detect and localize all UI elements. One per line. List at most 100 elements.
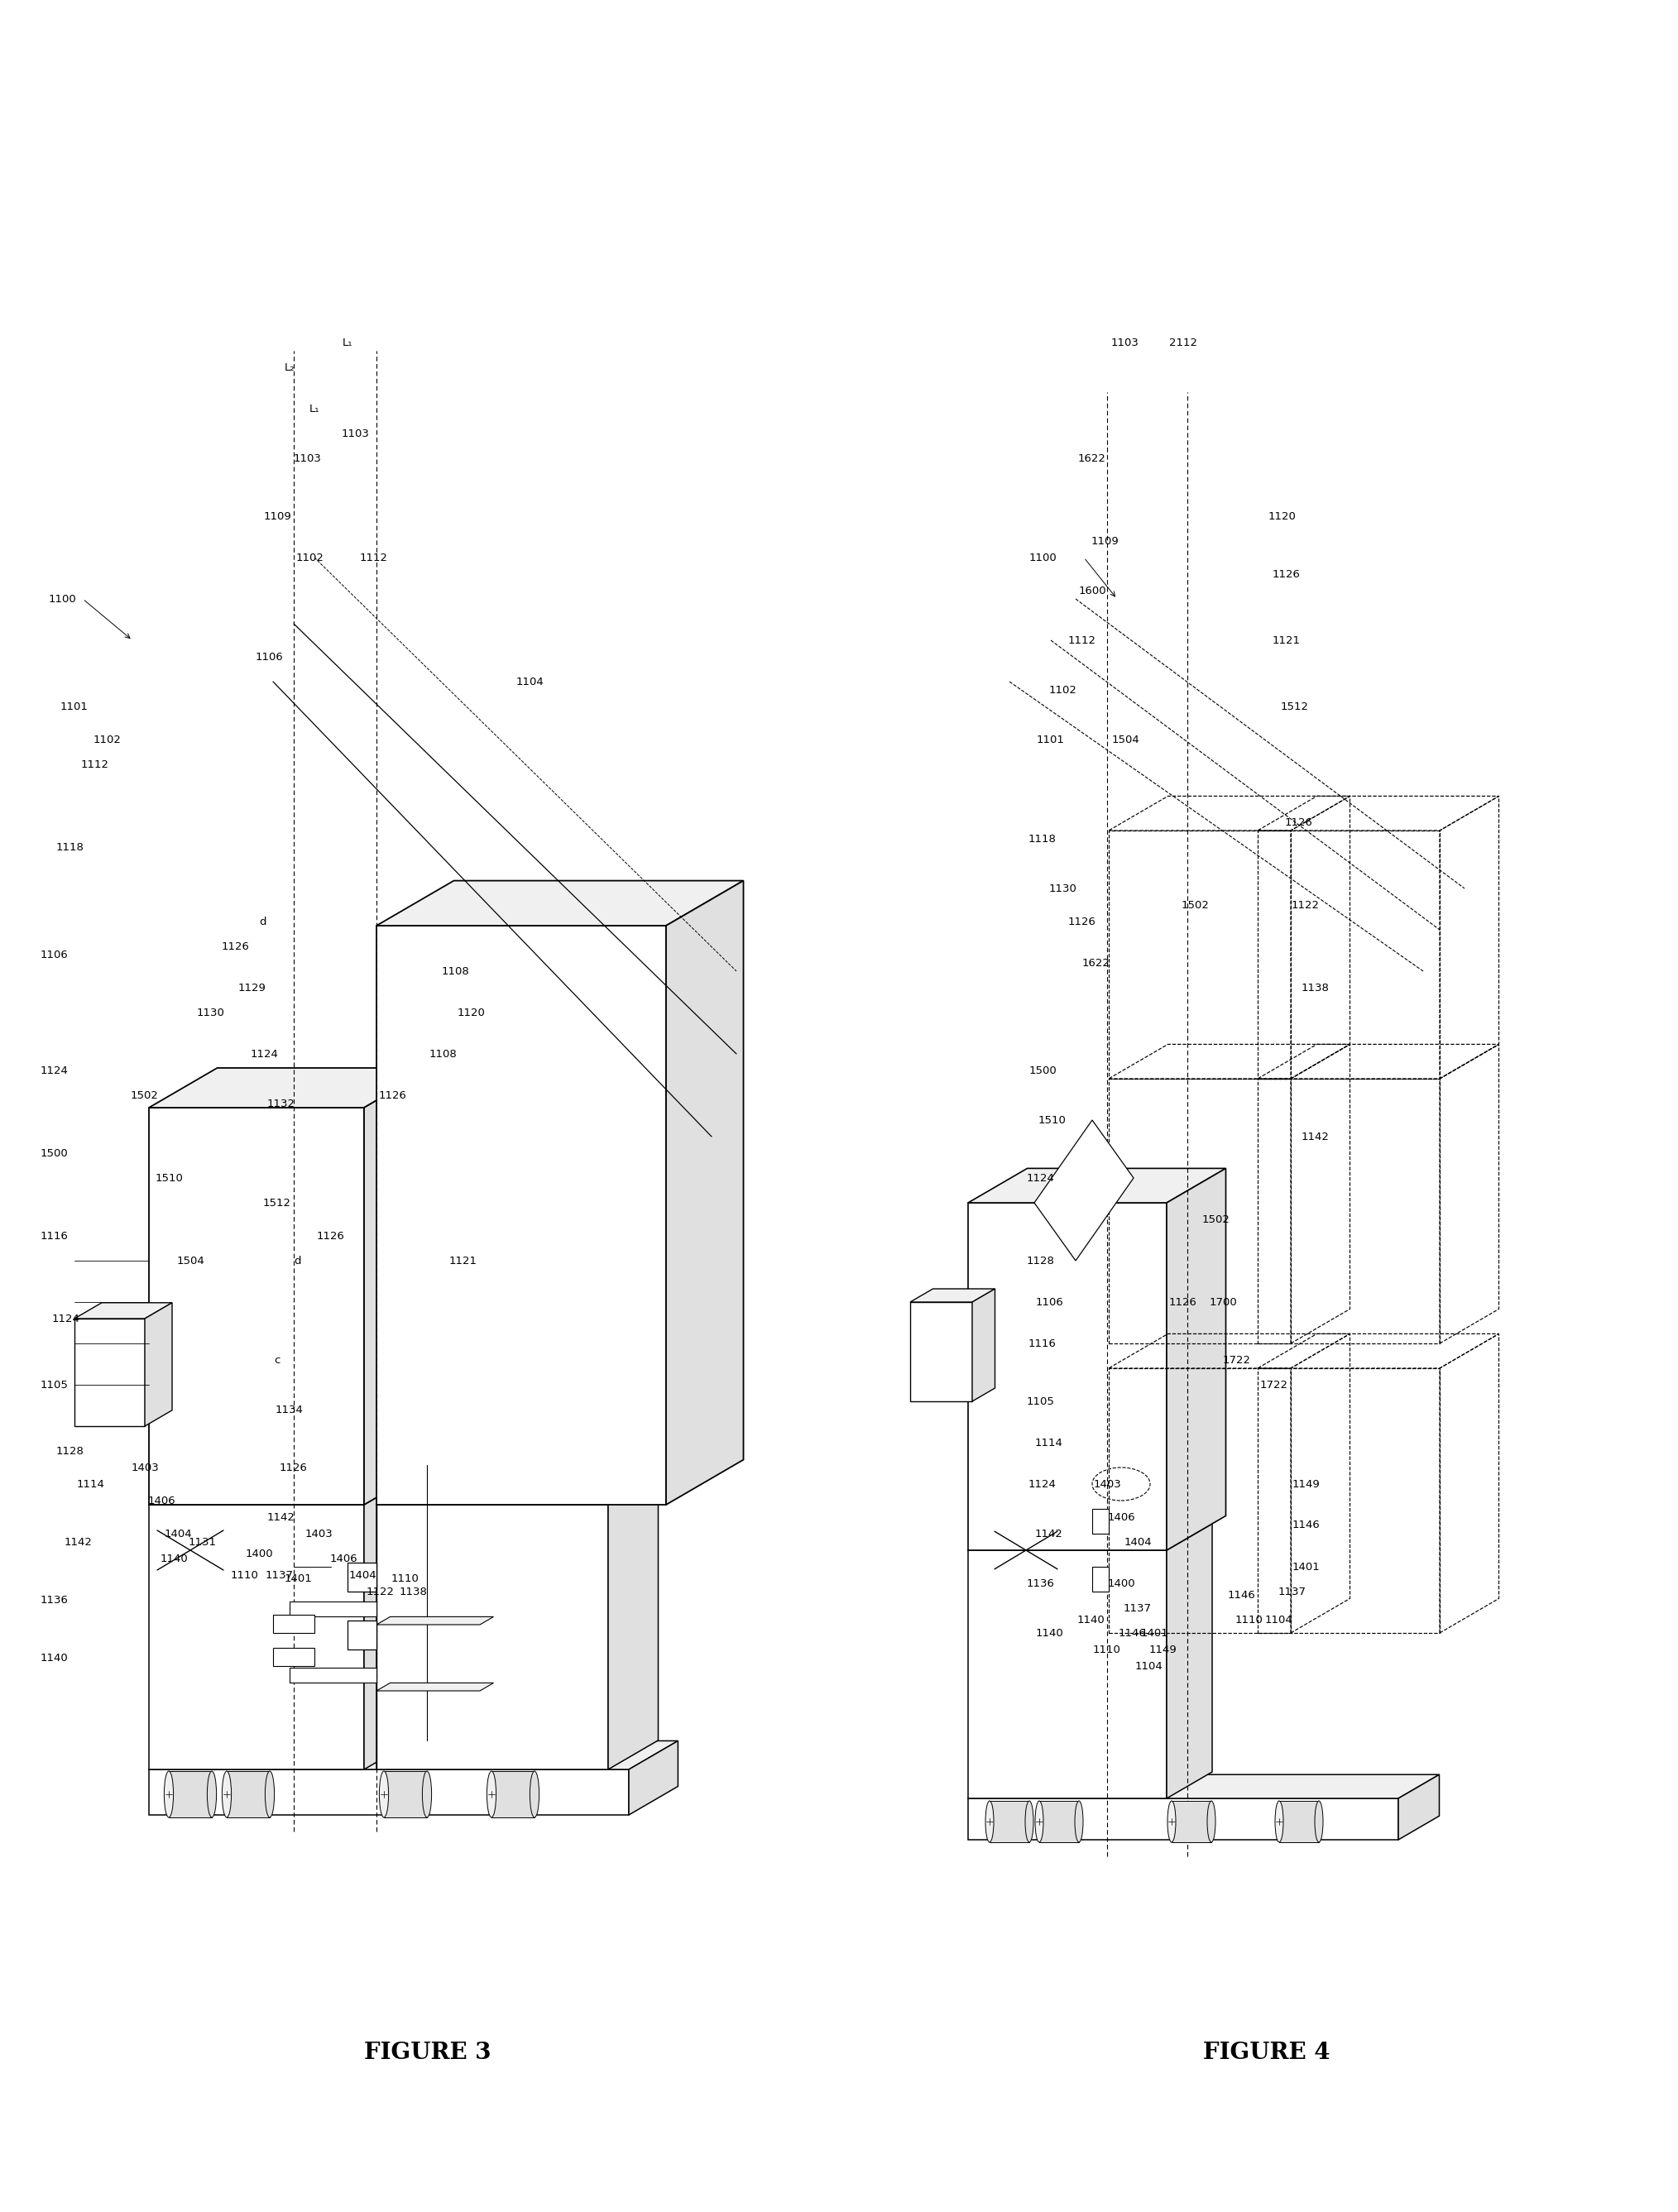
Polygon shape [149, 1504, 364, 1770]
Ellipse shape [423, 1772, 431, 1818]
Polygon shape [972, 1290, 995, 1402]
Text: 1109: 1109 [263, 511, 292, 522]
Text: c: c [274, 1354, 280, 1365]
Text: 1106: 1106 [1035, 1296, 1064, 1307]
Text: 1126: 1126 [221, 940, 250, 951]
Text: 1105: 1105 [1027, 1396, 1055, 1407]
Text: 1142: 1142 [1035, 1528, 1064, 1540]
Text: 1124: 1124 [40, 1064, 67, 1075]
Text: 1106: 1106 [255, 653, 284, 661]
Polygon shape [376, 925, 666, 1504]
Polygon shape [364, 1475, 414, 1770]
Polygon shape [169, 1772, 211, 1818]
Text: 1121: 1121 [1272, 635, 1300, 646]
Text: 1403: 1403 [305, 1528, 332, 1540]
Text: 1104: 1104 [1134, 1661, 1163, 1672]
Text: 1140: 1140 [159, 1553, 188, 1564]
Text: 1510: 1510 [1039, 1115, 1067, 1126]
Text: 1400: 1400 [245, 1548, 274, 1559]
Polygon shape [607, 1475, 658, 1770]
Text: 1403: 1403 [131, 1462, 159, 1473]
Polygon shape [1171, 1801, 1212, 1843]
Text: 1116: 1116 [40, 1230, 67, 1241]
Text: 2112: 2112 [1170, 336, 1198, 347]
Text: 1112: 1112 [359, 553, 388, 562]
Ellipse shape [487, 1772, 497, 1818]
Polygon shape [666, 880, 743, 1504]
Text: 1126: 1126 [1170, 1296, 1196, 1307]
Text: 1137: 1137 [265, 1571, 294, 1579]
Polygon shape [364, 1068, 433, 1504]
Text: 1138: 1138 [1302, 982, 1329, 993]
Text: 1126: 1126 [1285, 816, 1314, 827]
Text: 1401: 1401 [1292, 1562, 1319, 1573]
Text: 1502: 1502 [1181, 900, 1210, 911]
Text: 1504: 1504 [1111, 734, 1139, 745]
Text: 1101: 1101 [60, 701, 89, 712]
Text: 1104: 1104 [515, 677, 544, 688]
Polygon shape [376, 1617, 493, 1624]
Text: 1600: 1600 [1079, 586, 1106, 595]
Ellipse shape [1025, 1801, 1034, 1843]
Polygon shape [376, 1475, 658, 1504]
Text: 1149: 1149 [1292, 1478, 1319, 1489]
Text: 1146: 1146 [1292, 1520, 1319, 1531]
Text: 1510: 1510 [156, 1172, 183, 1183]
Text: 1140: 1140 [40, 1652, 67, 1663]
Polygon shape [1092, 1566, 1109, 1593]
Text: 1106: 1106 [40, 949, 67, 960]
Text: 1132: 1132 [267, 1097, 295, 1108]
Polygon shape [347, 1621, 376, 1650]
Text: 1102: 1102 [1049, 684, 1077, 695]
Text: 1118: 1118 [57, 843, 84, 852]
Polygon shape [376, 880, 743, 925]
Polygon shape [968, 1524, 1212, 1551]
Polygon shape [968, 1774, 1440, 1798]
Text: 1406: 1406 [148, 1495, 175, 1506]
Ellipse shape [530, 1772, 539, 1818]
Polygon shape [149, 1068, 433, 1108]
Text: 1105: 1105 [40, 1380, 67, 1389]
Polygon shape [1166, 1168, 1227, 1551]
Text: 1404: 1404 [164, 1528, 191, 1540]
Ellipse shape [1035, 1801, 1044, 1843]
Text: 1149: 1149 [1148, 1644, 1176, 1655]
Ellipse shape [985, 1801, 993, 1843]
Polygon shape [74, 1318, 144, 1427]
Text: 1118: 1118 [1029, 834, 1057, 845]
Text: FIGURE 4: FIGURE 4 [1203, 2042, 1331, 2064]
Text: 1136: 1136 [1027, 1577, 1055, 1588]
Polygon shape [227, 1772, 270, 1818]
Polygon shape [149, 1770, 629, 1814]
Text: 1140: 1140 [1035, 1628, 1064, 1639]
Polygon shape [149, 1475, 414, 1504]
Text: 1128: 1128 [57, 1447, 84, 1455]
Ellipse shape [1316, 1801, 1322, 1843]
Text: 1131: 1131 [188, 1537, 216, 1548]
Polygon shape [492, 1772, 535, 1818]
Text: 1130: 1130 [1049, 883, 1077, 894]
Text: 1114: 1114 [1035, 1438, 1064, 1449]
Text: 1124: 1124 [1029, 1478, 1057, 1489]
Polygon shape [376, 1504, 607, 1770]
Text: d: d [294, 1256, 302, 1265]
Ellipse shape [1168, 1801, 1176, 1843]
Text: 1126: 1126 [1069, 916, 1096, 927]
Text: 1124: 1124 [52, 1314, 81, 1325]
Text: 1500: 1500 [1029, 1064, 1057, 1075]
Text: 1108: 1108 [441, 967, 470, 975]
Text: 1700: 1700 [1208, 1296, 1237, 1307]
Text: 1103: 1103 [1111, 336, 1139, 347]
Text: 1110: 1110 [1235, 1615, 1264, 1626]
Text: 1112: 1112 [1069, 635, 1096, 646]
Text: 1103: 1103 [342, 429, 369, 438]
Text: d: d [260, 916, 267, 927]
Polygon shape [149, 1108, 364, 1504]
Polygon shape [968, 1551, 1166, 1798]
Polygon shape [274, 1615, 314, 1632]
Polygon shape [968, 1203, 1166, 1551]
Text: 1722: 1722 [1260, 1380, 1289, 1389]
Ellipse shape [206, 1772, 216, 1818]
Polygon shape [990, 1801, 1029, 1843]
Text: 1130: 1130 [196, 1006, 225, 1018]
